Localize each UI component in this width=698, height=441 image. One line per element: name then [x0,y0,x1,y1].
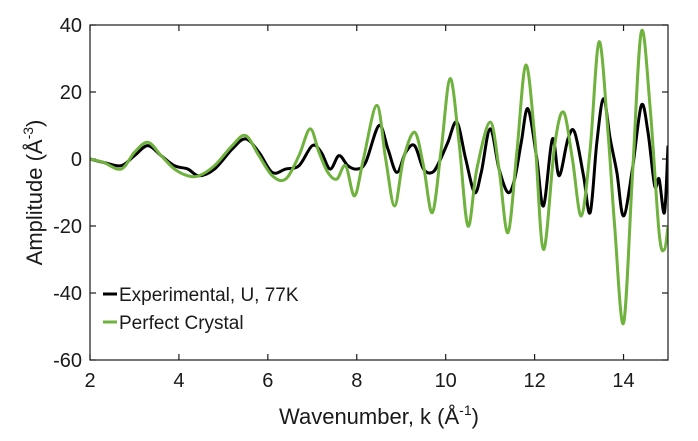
x-tick-label: 4 [173,370,184,392]
plot-frame [89,24,669,361]
y-tick-label: 20 [60,82,82,104]
legend: Experimental, U, 77K Perfect Crystal [103,285,299,334]
series-lines [90,28,668,325]
x-tick-label: 10 [435,370,457,392]
y-tick-label: 0 [71,149,82,171]
series-line-experimental [90,97,668,218]
y-tick-labels: -60 -40 -20 0 20 40 [53,15,82,372]
y-tick-label: 40 [60,15,82,37]
y-tick-label: -60 [53,350,82,372]
y-tick-label: -20 [53,216,82,238]
x-tick-label: 2 [84,370,95,392]
x-tick-label: 12 [523,370,545,392]
legend-label-experimental: Experimental, U, 77K [119,285,299,306]
x-tick-label: 6 [262,370,273,392]
legend-label-perfect-crystal: Perfect Crystal [119,313,244,334]
y-axis-title: Amplitude (Å-3) [20,120,47,266]
x-tick-labels: 2 4 6 8 10 12 14 [84,370,634,392]
x-tick-label: 14 [612,370,634,392]
plot-area [90,25,668,360]
x-axis-title: Wavenumber, k (Å-1) [279,402,479,429]
series-line-perfect-crystal [90,28,668,325]
x-tick-label: 8 [351,370,362,392]
y-tick-label: -40 [53,283,82,305]
